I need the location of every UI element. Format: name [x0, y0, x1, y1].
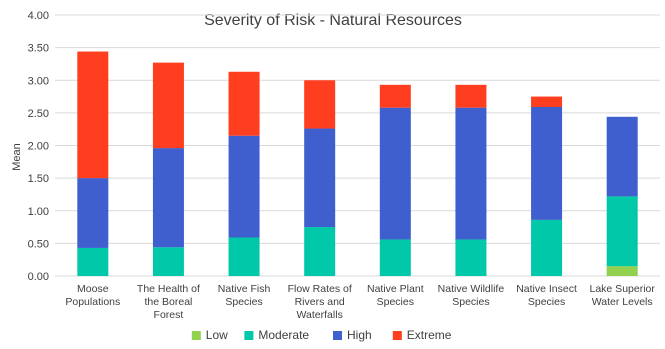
bar-segment-high [304, 128, 336, 228]
bar-segment-extreme [531, 96, 563, 108]
x-category-label: Moose Populations [65, 283, 120, 308]
legend: Low Moderate High Extreme [191, 328, 452, 342]
legend-label: Low [206, 328, 228, 342]
x-category-label: Native Plant Species [367, 283, 424, 308]
bar-segment-moderate [228, 237, 260, 276]
bar-segment-moderate [531, 219, 563, 276]
y-tick-label: 3.00 [28, 75, 49, 87]
bar-segment-high [152, 148, 184, 248]
y-tick-label: 1.00 [28, 206, 49, 218]
legend-swatch-high [333, 331, 342, 340]
bar-segment-extreme [77, 51, 109, 179]
legend-swatch-moderate [244, 331, 254, 340]
bar-segment-extreme [304, 80, 336, 129]
bar-segment-extreme [379, 84, 411, 108]
bar-segment-moderate [77, 247, 109, 276]
gridlines [55, 14, 660, 277]
y-tick-label: 2.00 [28, 141, 49, 153]
bar-segment-high [77, 178, 109, 248]
y-axis-ticks: 0.00 0.50 1.00 1.50 2.00 2.50 3.00 3.50 4.00 [28, 10, 49, 283]
bar-segment-moderate [455, 239, 487, 276]
bar-segment-moderate [152, 247, 184, 276]
y-tick-label: 4.00 [28, 10, 49, 22]
bar-segment-moderate [606, 196, 638, 267]
chart-title: Severity of Risk - Natural Resources [204, 12, 462, 29]
bar-segment-high [228, 135, 260, 238]
bar-segment-extreme [455, 84, 487, 108]
legend-label: High [347, 328, 372, 342]
bar-segment-high [379, 107, 411, 240]
bar-segment-low [606, 266, 638, 276]
y-axis-label: Mean [11, 143, 23, 171]
legend-label: Moderate [258, 328, 309, 342]
bar-segment-extreme [228, 71, 260, 136]
y-tick-label: 1.50 [28, 173, 49, 185]
x-category-label: Lake Superior Water Levels [590, 283, 656, 308]
x-category-label: Native Wildlife Species [438, 283, 505, 308]
x-category-label: Native Fish Species [218, 283, 271, 308]
x-category-label: The Health of the Boreal Forest [137, 283, 200, 321]
legend-swatch-extreme [392, 331, 402, 340]
bar-segment-moderate [304, 227, 336, 276]
legend-swatch-low [191, 331, 201, 340]
y-tick-label: 2.50 [28, 108, 49, 120]
legend-label: Extreme [407, 328, 452, 342]
bar-segment-high [455, 107, 487, 240]
bars [77, 51, 638, 276]
y-tick-label: 3.50 [28, 43, 49, 55]
bar-segment-high [606, 116, 638, 197]
y-tick-label: 0.00 [28, 271, 49, 283]
x-axis-categories: Moose Populations The Health of the Boreal F… [65, 283, 655, 321]
bar-segment-high [531, 107, 563, 220]
bar-segment-moderate [379, 239, 411, 276]
y-tick-label: 0.50 [28, 238, 49, 250]
bar-segment-extreme [152, 62, 184, 149]
x-category-label: Native Insect Species [516, 283, 577, 308]
x-category-label: Flow Rates of Rivers and Waterfalls [288, 283, 352, 321]
